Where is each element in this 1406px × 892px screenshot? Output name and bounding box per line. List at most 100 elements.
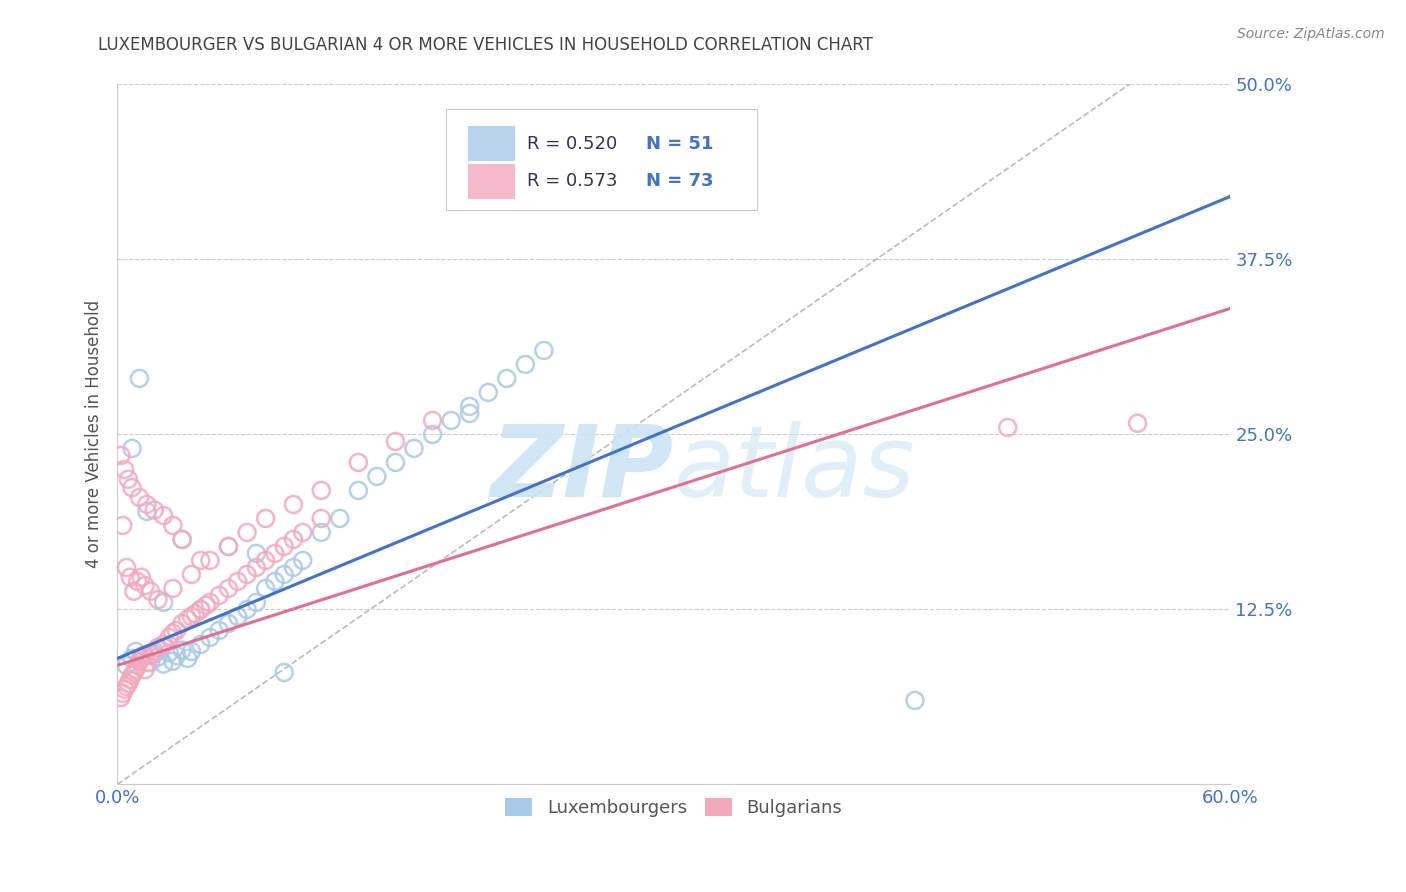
Point bbox=[283, 498, 305, 512]
Point bbox=[157, 631, 180, 645]
Point bbox=[120, 570, 142, 584]
Point bbox=[245, 595, 267, 609]
Point bbox=[135, 504, 157, 518]
Point bbox=[236, 602, 259, 616]
Point bbox=[143, 644, 166, 658]
Point bbox=[997, 420, 1019, 434]
Point bbox=[291, 525, 314, 540]
Point bbox=[198, 553, 221, 567]
Y-axis label: 4 or more Vehicles in Household: 4 or more Vehicles in Household bbox=[86, 301, 103, 568]
Point bbox=[176, 612, 198, 626]
Point bbox=[128, 491, 150, 505]
Point bbox=[132, 648, 155, 663]
Point bbox=[146, 592, 169, 607]
FancyBboxPatch shape bbox=[446, 109, 758, 211]
Point bbox=[146, 650, 169, 665]
Point bbox=[162, 654, 184, 668]
Text: R = 0.573: R = 0.573 bbox=[527, 172, 617, 190]
Point bbox=[184, 607, 207, 621]
Point bbox=[347, 483, 370, 498]
Point bbox=[176, 651, 198, 665]
Point bbox=[172, 616, 194, 631]
Point bbox=[121, 481, 143, 495]
FancyBboxPatch shape bbox=[468, 163, 515, 199]
Point bbox=[254, 511, 277, 525]
Point bbox=[115, 658, 138, 673]
Point bbox=[115, 560, 138, 574]
Point bbox=[146, 640, 169, 655]
Point bbox=[283, 560, 305, 574]
Point bbox=[208, 589, 231, 603]
Point bbox=[309, 525, 332, 540]
Point bbox=[384, 434, 406, 449]
Point bbox=[134, 579, 156, 593]
Text: LUXEMBOURGER VS BULGARIAN 4 OR MORE VEHICLES IN HOUSEHOLD CORRELATION CHART: LUXEMBOURGER VS BULGARIAN 4 OR MORE VEHI… bbox=[98, 36, 873, 54]
Point bbox=[110, 690, 132, 705]
Point bbox=[245, 560, 267, 574]
Point bbox=[254, 582, 277, 596]
Point bbox=[236, 567, 259, 582]
Point bbox=[218, 582, 240, 596]
Point bbox=[283, 533, 305, 547]
Point bbox=[127, 658, 149, 673]
Point bbox=[172, 533, 194, 547]
Point bbox=[135, 498, 157, 512]
FancyBboxPatch shape bbox=[468, 127, 515, 161]
Point bbox=[402, 442, 425, 456]
Point bbox=[115, 680, 138, 694]
Point bbox=[309, 511, 332, 525]
Point bbox=[291, 553, 314, 567]
Point bbox=[458, 400, 481, 414]
Point bbox=[273, 665, 295, 680]
Point bbox=[111, 686, 134, 700]
Point bbox=[384, 455, 406, 469]
Point bbox=[190, 553, 212, 567]
Point bbox=[195, 599, 218, 613]
Point bbox=[226, 574, 249, 589]
Point bbox=[533, 343, 555, 358]
Text: R = 0.520: R = 0.520 bbox=[527, 135, 617, 153]
Point bbox=[515, 358, 537, 372]
Point bbox=[139, 584, 162, 599]
Text: N = 73: N = 73 bbox=[645, 172, 713, 190]
Text: atlas: atlas bbox=[673, 421, 915, 518]
Point bbox=[264, 574, 287, 589]
Point bbox=[458, 406, 481, 420]
Point bbox=[131, 651, 153, 665]
Point bbox=[120, 673, 142, 687]
Point bbox=[1126, 416, 1149, 430]
Point bbox=[117, 472, 139, 486]
Point bbox=[162, 518, 184, 533]
Point bbox=[273, 567, 295, 582]
Point bbox=[139, 656, 162, 670]
Point bbox=[495, 371, 517, 385]
Point bbox=[162, 626, 184, 640]
Text: Source: ZipAtlas.com: Source: ZipAtlas.com bbox=[1237, 27, 1385, 41]
Point bbox=[309, 483, 332, 498]
Point bbox=[135, 656, 157, 670]
Point bbox=[904, 693, 927, 707]
Point bbox=[122, 584, 145, 599]
Point bbox=[329, 511, 352, 525]
Point bbox=[157, 646, 180, 660]
Point bbox=[347, 455, 370, 469]
Point bbox=[273, 540, 295, 554]
Text: N = 51: N = 51 bbox=[645, 135, 713, 153]
Point bbox=[208, 624, 231, 638]
Text: ZIP: ZIP bbox=[491, 421, 673, 518]
Point bbox=[218, 616, 240, 631]
Point bbox=[245, 546, 267, 560]
Point bbox=[152, 637, 174, 651]
Point bbox=[125, 663, 148, 677]
Point bbox=[218, 540, 240, 554]
Point bbox=[264, 546, 287, 560]
Point bbox=[134, 663, 156, 677]
Point bbox=[131, 570, 153, 584]
Point bbox=[127, 574, 149, 589]
Point bbox=[128, 371, 150, 385]
Point bbox=[143, 647, 166, 661]
Point bbox=[366, 469, 388, 483]
Point bbox=[166, 648, 188, 663]
Point bbox=[121, 442, 143, 456]
Point bbox=[152, 508, 174, 523]
